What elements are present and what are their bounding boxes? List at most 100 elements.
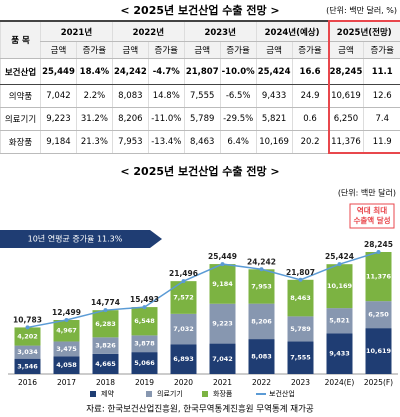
table-row: 보건산업 25,449 18.4% 24,242 -4.7% 21,807 -10.0% 25… xyxy=(0,58,400,85)
table-cell: 6.4% xyxy=(219,130,257,154)
total-label: 15,493 xyxy=(130,295,159,304)
table-cell: 11.1 xyxy=(363,58,400,85)
bar-segment xyxy=(365,252,392,302)
total-label: 14,774 xyxy=(91,298,120,307)
legend-swatch xyxy=(146,391,152,397)
bar-segment xyxy=(170,344,197,374)
segment-label: 9,433 xyxy=(329,350,350,358)
chart-unit: (단위: 백만 달러) xyxy=(338,188,396,198)
table-cell: 21,807 xyxy=(183,58,221,85)
table-cell: 24.9 xyxy=(291,84,328,108)
x-tick-label: 2023 xyxy=(291,378,310,387)
bar-segment xyxy=(92,353,119,374)
total-label: 25,424 xyxy=(325,252,354,261)
table-cell: 7,953 xyxy=(111,130,149,154)
segment-label: 3,878 xyxy=(134,340,155,348)
x-tick-label: 2020 xyxy=(174,378,193,387)
table-cell: 9,184 xyxy=(40,130,77,154)
segment-label: 6,893 xyxy=(173,355,194,363)
table-cell: 보건산업 xyxy=(0,58,41,85)
header-cell: 2024년(예상) xyxy=(255,20,328,42)
total-point xyxy=(64,318,69,323)
total-point xyxy=(259,267,264,272)
bar-segment xyxy=(92,310,119,338)
bar-segment xyxy=(287,316,314,342)
total-point xyxy=(181,279,186,284)
bar-segment xyxy=(131,352,158,374)
banner-arrow xyxy=(0,230,162,248)
bar-segment xyxy=(365,328,392,374)
bar-segment xyxy=(287,279,314,317)
table-cell: 0.6 xyxy=(291,107,328,131)
table-cell: 9,223 xyxy=(40,107,77,131)
x-tick-label: 2017 xyxy=(57,378,76,387)
table-cell: 18.4% xyxy=(75,58,113,85)
annotation-line: 수출액 달성 xyxy=(353,215,390,225)
total-label: 21,496 xyxy=(169,269,198,278)
subheader-cell: 금액 xyxy=(255,41,293,59)
bar-segment xyxy=(209,343,236,374)
table-cell: 16.6 xyxy=(291,58,328,85)
total-point xyxy=(376,250,381,254)
segment-label: 6,283 xyxy=(95,320,116,328)
total-label: 24,242 xyxy=(247,257,276,266)
chart: < 2025년 보건산업 수출 전망 > (단위: 백만 달러) 10년 연평균… xyxy=(0,164,398,415)
bar-segment xyxy=(53,320,80,342)
segment-label: 3,034 xyxy=(17,348,38,356)
table-cell: 7,555 xyxy=(183,84,221,108)
legend-swatch xyxy=(202,391,208,397)
segment-label: 8,463 xyxy=(290,294,311,302)
x-tick-label: 2018 xyxy=(96,378,115,387)
segment-label: 10,169 xyxy=(327,282,353,290)
table-cell: 11,376 xyxy=(327,130,364,154)
table-cell: 5,821 xyxy=(255,107,293,131)
table-title: < 2025년 보건산업 수출 전망 > xyxy=(120,4,280,17)
subheader-cell: 금액 xyxy=(40,41,77,59)
header-cell: 품 목 xyxy=(0,20,41,59)
table-row: 화장품 9,184 21.3% 7,953 -13.4% 8,463 6.4% 10,169 2… xyxy=(0,130,400,154)
subheader-cell: 증가율 xyxy=(147,41,185,59)
bar-segment xyxy=(14,345,41,359)
bar-segment xyxy=(92,337,119,354)
bar-segment xyxy=(209,264,236,304)
total-point xyxy=(103,308,108,313)
total-label: 28,245 xyxy=(364,240,393,249)
bar-segment xyxy=(131,307,158,336)
table-cell: -11.0% xyxy=(147,107,185,131)
subheader-cell: 증가율 xyxy=(363,41,400,59)
segment-label: 3,546 xyxy=(17,362,38,370)
table-cell: 8,083 xyxy=(111,84,149,108)
total-label: 25,449 xyxy=(208,252,237,261)
bar-segment xyxy=(53,341,80,357)
bar-segment xyxy=(326,264,353,309)
table-cell: 28,245 xyxy=(327,58,364,85)
segment-label: 11,376 xyxy=(366,273,392,281)
x-tick-label: 2025(F) xyxy=(364,378,393,387)
segment-label: 10,619 xyxy=(366,347,392,355)
source: 자료: 한국보건산업진흥원, 한국무역통계진흥원 무역통계 재가공 xyxy=(86,404,314,415)
table-cell: 9,433 xyxy=(255,84,293,108)
table-cell: 6,250 xyxy=(327,107,364,131)
segment-label: 4,967 xyxy=(56,327,77,335)
bar-segment xyxy=(131,335,158,353)
table-cell: -10.0% xyxy=(219,58,257,85)
x-tick-label: 2019 xyxy=(135,378,154,387)
table-cell: 11.9 xyxy=(363,130,400,154)
subheader-cell: 금액 xyxy=(327,41,364,59)
segment-label: 5,789 xyxy=(290,325,311,333)
segment-label: 7,042 xyxy=(212,355,233,363)
banner-text: 10년 연평균 증가율 11.3% xyxy=(28,234,123,244)
legend-label: 제약 xyxy=(101,389,114,398)
total-label: 12,499 xyxy=(52,308,81,317)
subheader-cell: 증가율 xyxy=(219,41,257,59)
total-point xyxy=(142,305,147,310)
total-point xyxy=(298,277,303,282)
segment-label: 4,058 xyxy=(56,361,77,369)
table-unit: (단위: 백만 달러, %) xyxy=(326,6,397,15)
segment-label: 6,250 xyxy=(368,311,389,319)
total-line xyxy=(27,251,379,329)
header-cell: 2025년(전망) xyxy=(327,20,400,42)
table-row: 의약품 7,042 2.2% 8,083 14.8% 7,555 -6.5% 9,433 24.… xyxy=(0,84,400,108)
legend-label: 의료기기 xyxy=(157,389,183,398)
